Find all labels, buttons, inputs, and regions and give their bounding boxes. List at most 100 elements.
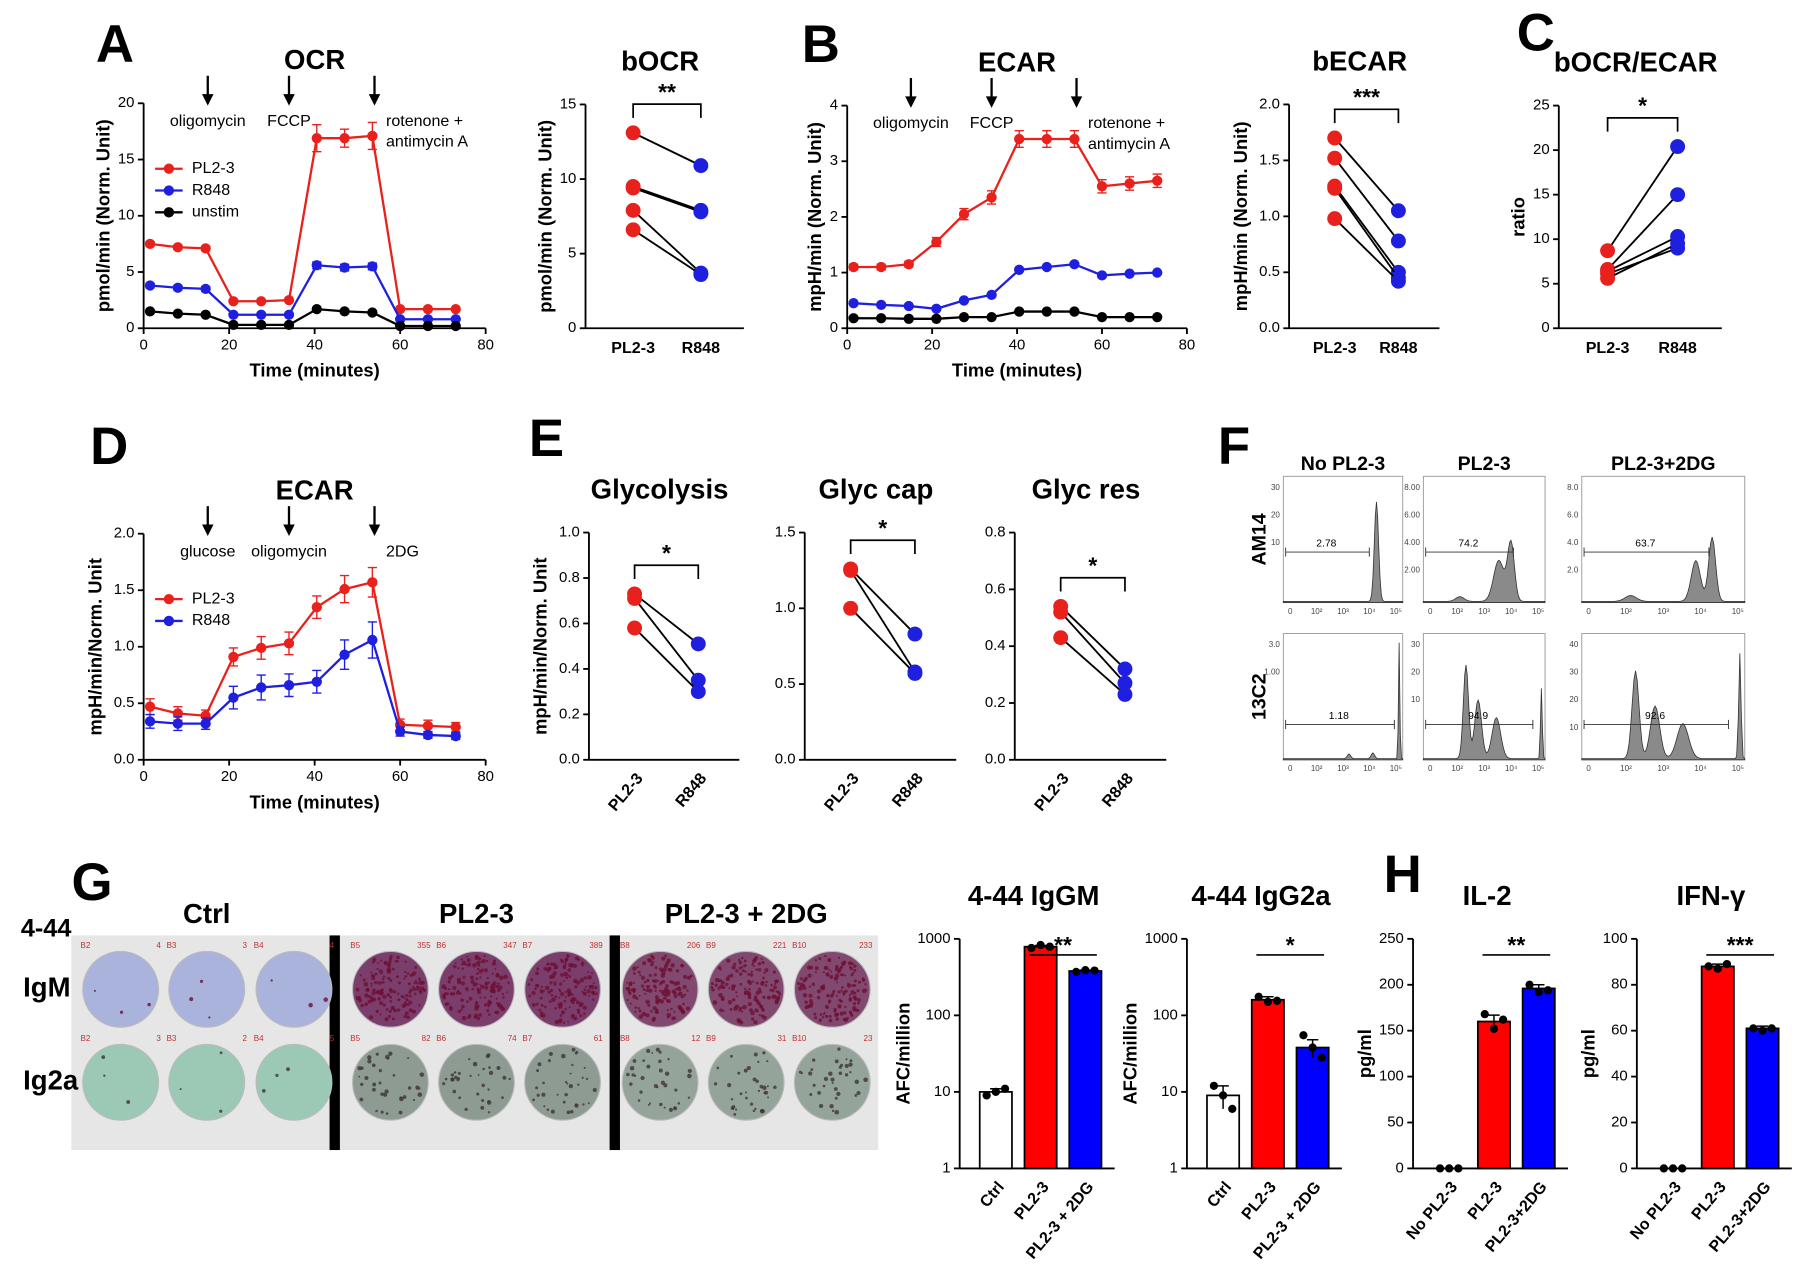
spot — [857, 980, 861, 984]
spot — [639, 1090, 643, 1094]
y-tick-label: 20 — [1271, 510, 1280, 519]
data-point — [1390, 203, 1406, 219]
spot — [754, 1008, 759, 1013]
x-tick-label: 10² — [1620, 607, 1632, 616]
data-point — [986, 192, 997, 203]
data-point — [958, 311, 970, 323]
y-tick-label: 200 — [1379, 976, 1404, 993]
spot — [536, 1069, 540, 1073]
spot — [729, 973, 734, 978]
spot — [483, 954, 486, 958]
y-tick-label: 1000 — [1145, 930, 1178, 947]
spot — [852, 971, 855, 974]
spot — [389, 995, 393, 999]
data-point — [1435, 1164, 1445, 1173]
series-line — [853, 137, 1158, 269]
spot — [830, 994, 834, 998]
significance-bracket — [1059, 576, 1126, 592]
spot — [472, 1061, 478, 1067]
spot — [736, 995, 739, 998]
well-count: 74 — [508, 1034, 517, 1043]
spot — [562, 1021, 566, 1024]
spot — [645, 999, 650, 1005]
data-point — [1499, 1015, 1508, 1024]
gate — [1285, 547, 1370, 557]
x-tick-label: R848 — [889, 770, 927, 811]
spot — [554, 995, 558, 999]
spot — [534, 987, 537, 991]
y-axis-label: ratio — [1508, 197, 1529, 237]
spot — [358, 998, 362, 1003]
spot — [459, 992, 462, 995]
data-point — [1041, 133, 1052, 145]
spot — [270, 979, 273, 982]
row-label: Ig2a — [23, 1065, 79, 1096]
y-tick-label: 0 — [830, 319, 838, 336]
well-id: B10 — [792, 1034, 807, 1043]
data-point — [982, 1091, 991, 1100]
spot — [651, 1018, 656, 1022]
y-tick-label: 15 — [560, 95, 577, 112]
spot — [478, 969, 483, 974]
spot — [739, 1020, 744, 1025]
y-tick-label: 150 — [1379, 1022, 1404, 1039]
data-point — [1152, 175, 1163, 186]
spot — [379, 990, 384, 996]
x-tick-label: 60 — [392, 336, 409, 353]
well — [438, 950, 515, 1028]
spot — [394, 960, 397, 963]
spot — [535, 984, 538, 987]
spot — [826, 993, 830, 998]
spot — [852, 1002, 857, 1006]
spot — [410, 1001, 413, 1004]
spot — [561, 1010, 565, 1013]
spot — [727, 1083, 732, 1088]
spot — [748, 987, 751, 991]
data-point — [228, 309, 239, 320]
spot — [493, 959, 497, 963]
spot — [771, 988, 775, 993]
significance-bracket — [633, 564, 700, 579]
spot — [483, 996, 487, 999]
spot — [668, 1107, 674, 1112]
y-axis-label: pmol/min (Norm. Unit) — [92, 119, 113, 312]
spot — [580, 961, 585, 966]
spot — [686, 975, 691, 980]
data-point — [283, 319, 295, 331]
data-point — [172, 708, 184, 719]
spot — [671, 1016, 676, 1021]
x-tick-label: 60 — [392, 768, 409, 785]
spot — [655, 1047, 660, 1052]
well-count: 206 — [687, 941, 701, 950]
data-point — [1096, 181, 1108, 192]
spot — [741, 1010, 744, 1013]
row-label: IgM — [23, 972, 70, 1003]
data-point — [1454, 1164, 1463, 1173]
spot — [731, 998, 736, 1002]
gate-value: 1.18 — [1329, 711, 1349, 722]
x-tick-label: PL2-3 — [1313, 339, 1357, 357]
spot — [481, 1099, 485, 1102]
spot — [658, 1050, 662, 1054]
well-id: B9 — [706, 1034, 716, 1043]
spot — [773, 985, 777, 990]
spot — [828, 1018, 833, 1023]
spot — [490, 983, 495, 988]
data-point — [1659, 1164, 1668, 1173]
chart-title: Glyc res — [1032, 474, 1141, 505]
data-point — [394, 726, 406, 737]
y-tick-label: 1.5 — [775, 523, 796, 540]
spot — [632, 982, 635, 985]
spot — [450, 1077, 455, 1082]
spot — [563, 999, 567, 1003]
well-count: 355 — [417, 941, 431, 950]
data-point — [172, 282, 184, 293]
spot — [798, 1070, 802, 1074]
x-tick-label: 0 — [139, 336, 147, 353]
spot — [687, 1068, 692, 1073]
panel-letter: B — [802, 15, 840, 74]
spot — [382, 994, 387, 999]
pair-line — [1060, 611, 1126, 684]
spot — [739, 972, 743, 976]
spot — [641, 1011, 647, 1017]
